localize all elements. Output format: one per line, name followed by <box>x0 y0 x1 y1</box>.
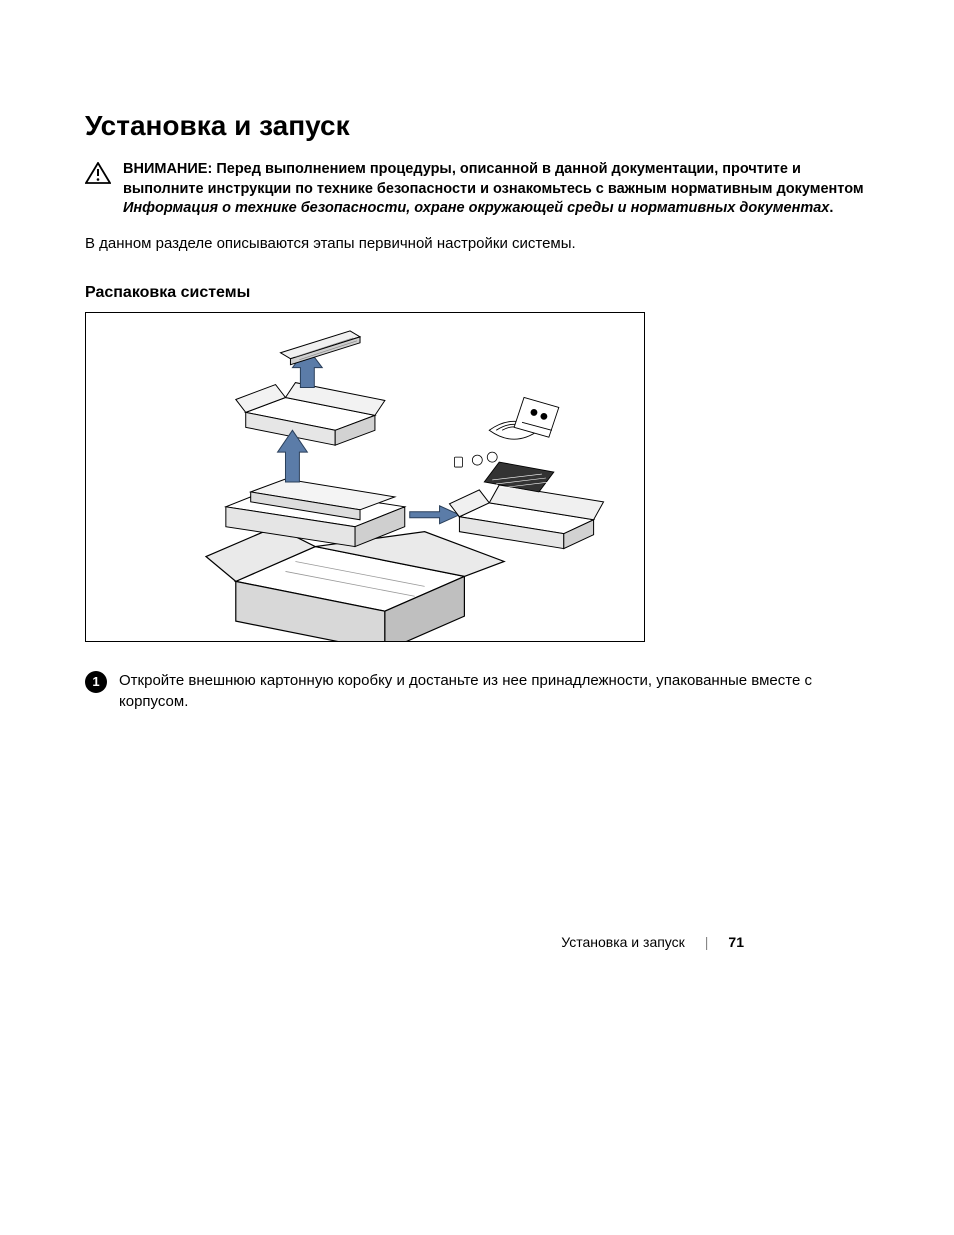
unpacking-diagram-svg <box>86 313 644 641</box>
warning-triangle-icon <box>85 162 111 184</box>
document-page: Установка и запуск ВНИМАНИЕ: Перед выпол… <box>0 0 954 1235</box>
step-number-badge: 1 <box>85 671 107 693</box>
intro-paragraph: В данном разделе описываются этапы перви… <box>85 233 869 254</box>
warning-body-pre: Перед выполнением процедуры, описанной в… <box>123 161 864 197</box>
step-text: Откройте внешнюю картонную коробку и дос… <box>119 670 869 712</box>
warning-block: ВНИМАНИЕ: Перед выполнением процедуры, о… <box>85 160 869 219</box>
warning-body-italic: Информация о технике безопасности, охран… <box>123 200 829 216</box>
unpacking-figure <box>85 312 645 642</box>
warning-text: ВНИМАНИЕ: Перед выполнением процедуры, о… <box>123 160 869 219</box>
page-footer: Установка и запуск | 71 <box>561 934 744 950</box>
warning-body-post: . <box>829 200 833 216</box>
subheading: Распаковка системы <box>85 284 869 302</box>
footer-page-number: 71 <box>728 934 744 950</box>
step-row: 1 Откройте внешнюю картонную коробку и д… <box>85 670 869 712</box>
footer-section-name: Установка и запуск <box>561 934 685 950</box>
footer-divider: | <box>705 934 709 950</box>
page-title: Установка и запуск <box>85 110 869 142</box>
warning-label: ВНИМАНИЕ: <box>123 161 212 177</box>
